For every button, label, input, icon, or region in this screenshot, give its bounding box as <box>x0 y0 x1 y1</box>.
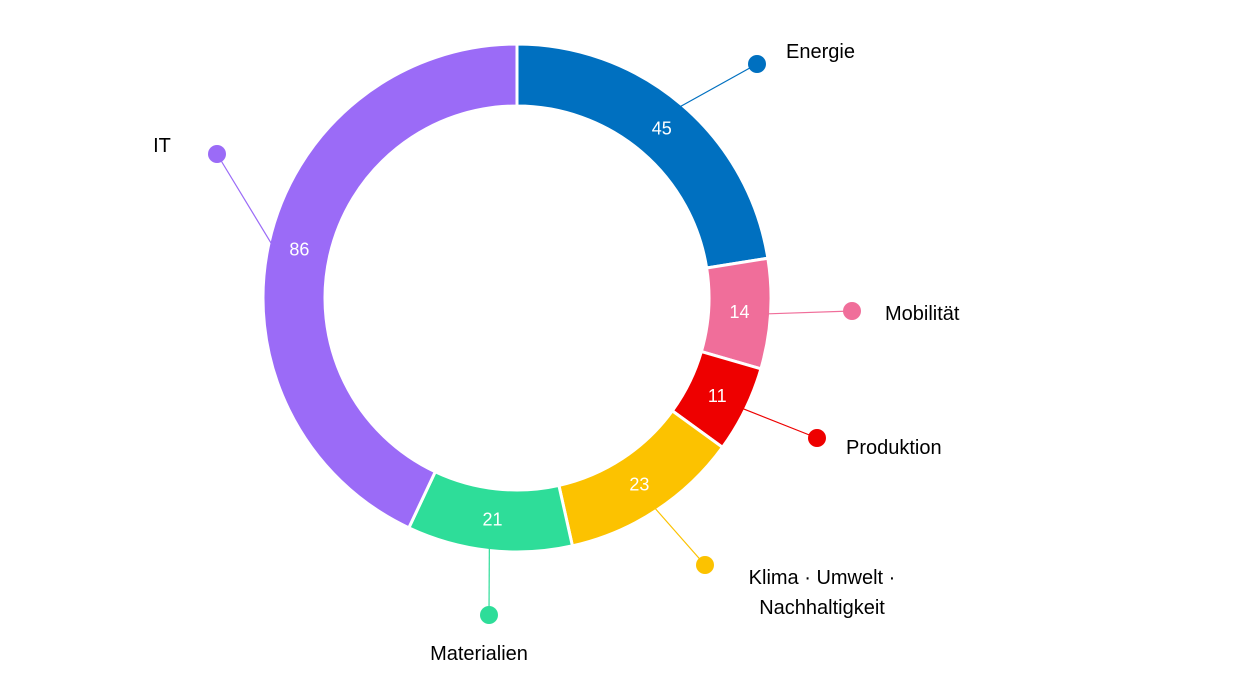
slice-energie <box>515 42 770 270</box>
marker-dot-materialien <box>480 606 498 624</box>
leader-line-klima-umwelt-nachhaltigkeit <box>654 508 706 566</box>
leader-line-mobilitat <box>768 310 853 315</box>
value-label-produktion: 11 <box>708 386 727 406</box>
category-label-materialien: Materialien <box>430 643 528 665</box>
leader-lines <box>208 55 861 624</box>
value-label-it: 86 <box>289 239 309 259</box>
value-label-klima-umwelt-nachhaltigkeit: 23 <box>629 474 649 494</box>
marker-dot-mobilitat <box>843 302 861 320</box>
category-label-energie: Energie <box>786 41 855 63</box>
donut-slices <box>261 42 773 554</box>
category-labels: Energie Mobilität Produktion Klima · Umwelt… <box>153 41 960 665</box>
category-label-mobilitat: Mobilität <box>885 303 960 325</box>
value-labels: 45 14 11 23 21 86 <box>289 118 749 529</box>
leader-line-it <box>216 153 272 244</box>
marker-dot-energie <box>748 55 766 73</box>
slice-it <box>261 42 519 530</box>
category-label-klima-umwelt-nachhaltigkeit: Klima · Umwelt · Nachhaltigkeit <box>749 567 896 619</box>
leader-line-energie <box>680 63 758 107</box>
marker-dot-produktion <box>808 429 826 447</box>
value-label-energie: 45 <box>652 118 672 138</box>
marker-dot-klima-umwelt-nachhaltigkeit <box>696 556 714 574</box>
marker-dot-it <box>208 145 226 163</box>
value-label-mobilitat: 14 <box>730 302 750 322</box>
leader-line-produktion <box>743 408 818 439</box>
value-label-materialien: 21 <box>483 510 503 530</box>
category-label-produktion: Produktion <box>846 437 942 459</box>
category-label-it: IT <box>153 135 171 157</box>
